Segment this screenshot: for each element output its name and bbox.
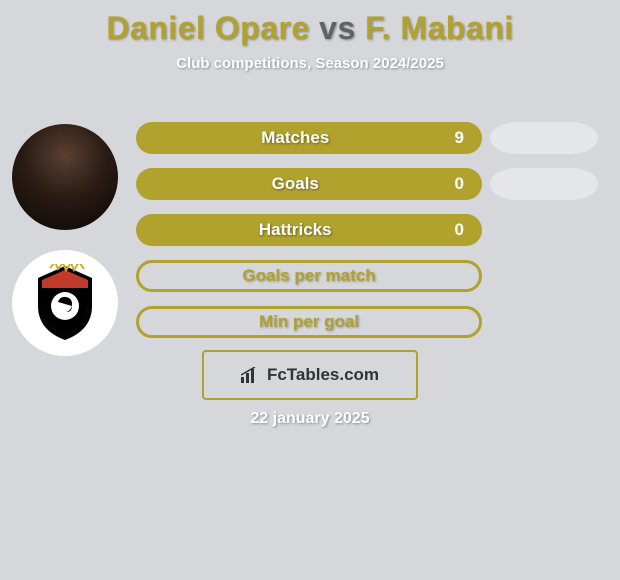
stat-label: Hattricks xyxy=(136,220,455,240)
stat-value: 9 xyxy=(455,128,464,148)
stat-label: Matches xyxy=(136,128,455,148)
stat-bar-hattricks: Hattricks 0 xyxy=(136,214,482,246)
title-vs: vs xyxy=(319,10,356,46)
source-text: FcTables.com xyxy=(267,365,379,385)
stat-value: 0 xyxy=(455,174,464,194)
player-photo xyxy=(12,124,118,230)
stat-bar-matches: Matches 9 xyxy=(136,122,482,154)
right-pill-column xyxy=(490,122,598,214)
stat-label: Goals xyxy=(136,174,455,194)
stat-bars: Matches 9 Goals 0 Hattricks 0 Goals per … xyxy=(136,122,482,352)
shield-icon xyxy=(30,264,100,342)
right-pill xyxy=(490,168,598,200)
date-text: 22 january 2025 xyxy=(0,410,620,428)
subtitle: Club competitions, Season 2024/2025 xyxy=(0,55,620,72)
right-pill xyxy=(490,122,598,154)
bars-icon xyxy=(241,367,261,383)
stat-bar-goals: Goals 0 xyxy=(136,168,482,200)
title-player1: Daniel Opare xyxy=(106,10,309,46)
page-title: Daniel Opare vs F. Mabani xyxy=(0,0,620,47)
avatar-column xyxy=(12,124,122,356)
stat-value: 0 xyxy=(455,220,464,240)
stat-label: Goals per match xyxy=(242,266,375,286)
source-badge: FcTables.com xyxy=(202,350,418,400)
stat-label: Min per goal xyxy=(259,312,359,332)
stat-bar-min-per-goal: Min per goal xyxy=(136,306,482,338)
stat-bar-goals-per-match: Goals per match xyxy=(136,260,482,292)
infographic-container: Daniel Opare vs F. Mabani Club competiti… xyxy=(0,0,620,580)
club-logo xyxy=(12,250,118,356)
title-player2: F. Mabani xyxy=(365,10,514,46)
